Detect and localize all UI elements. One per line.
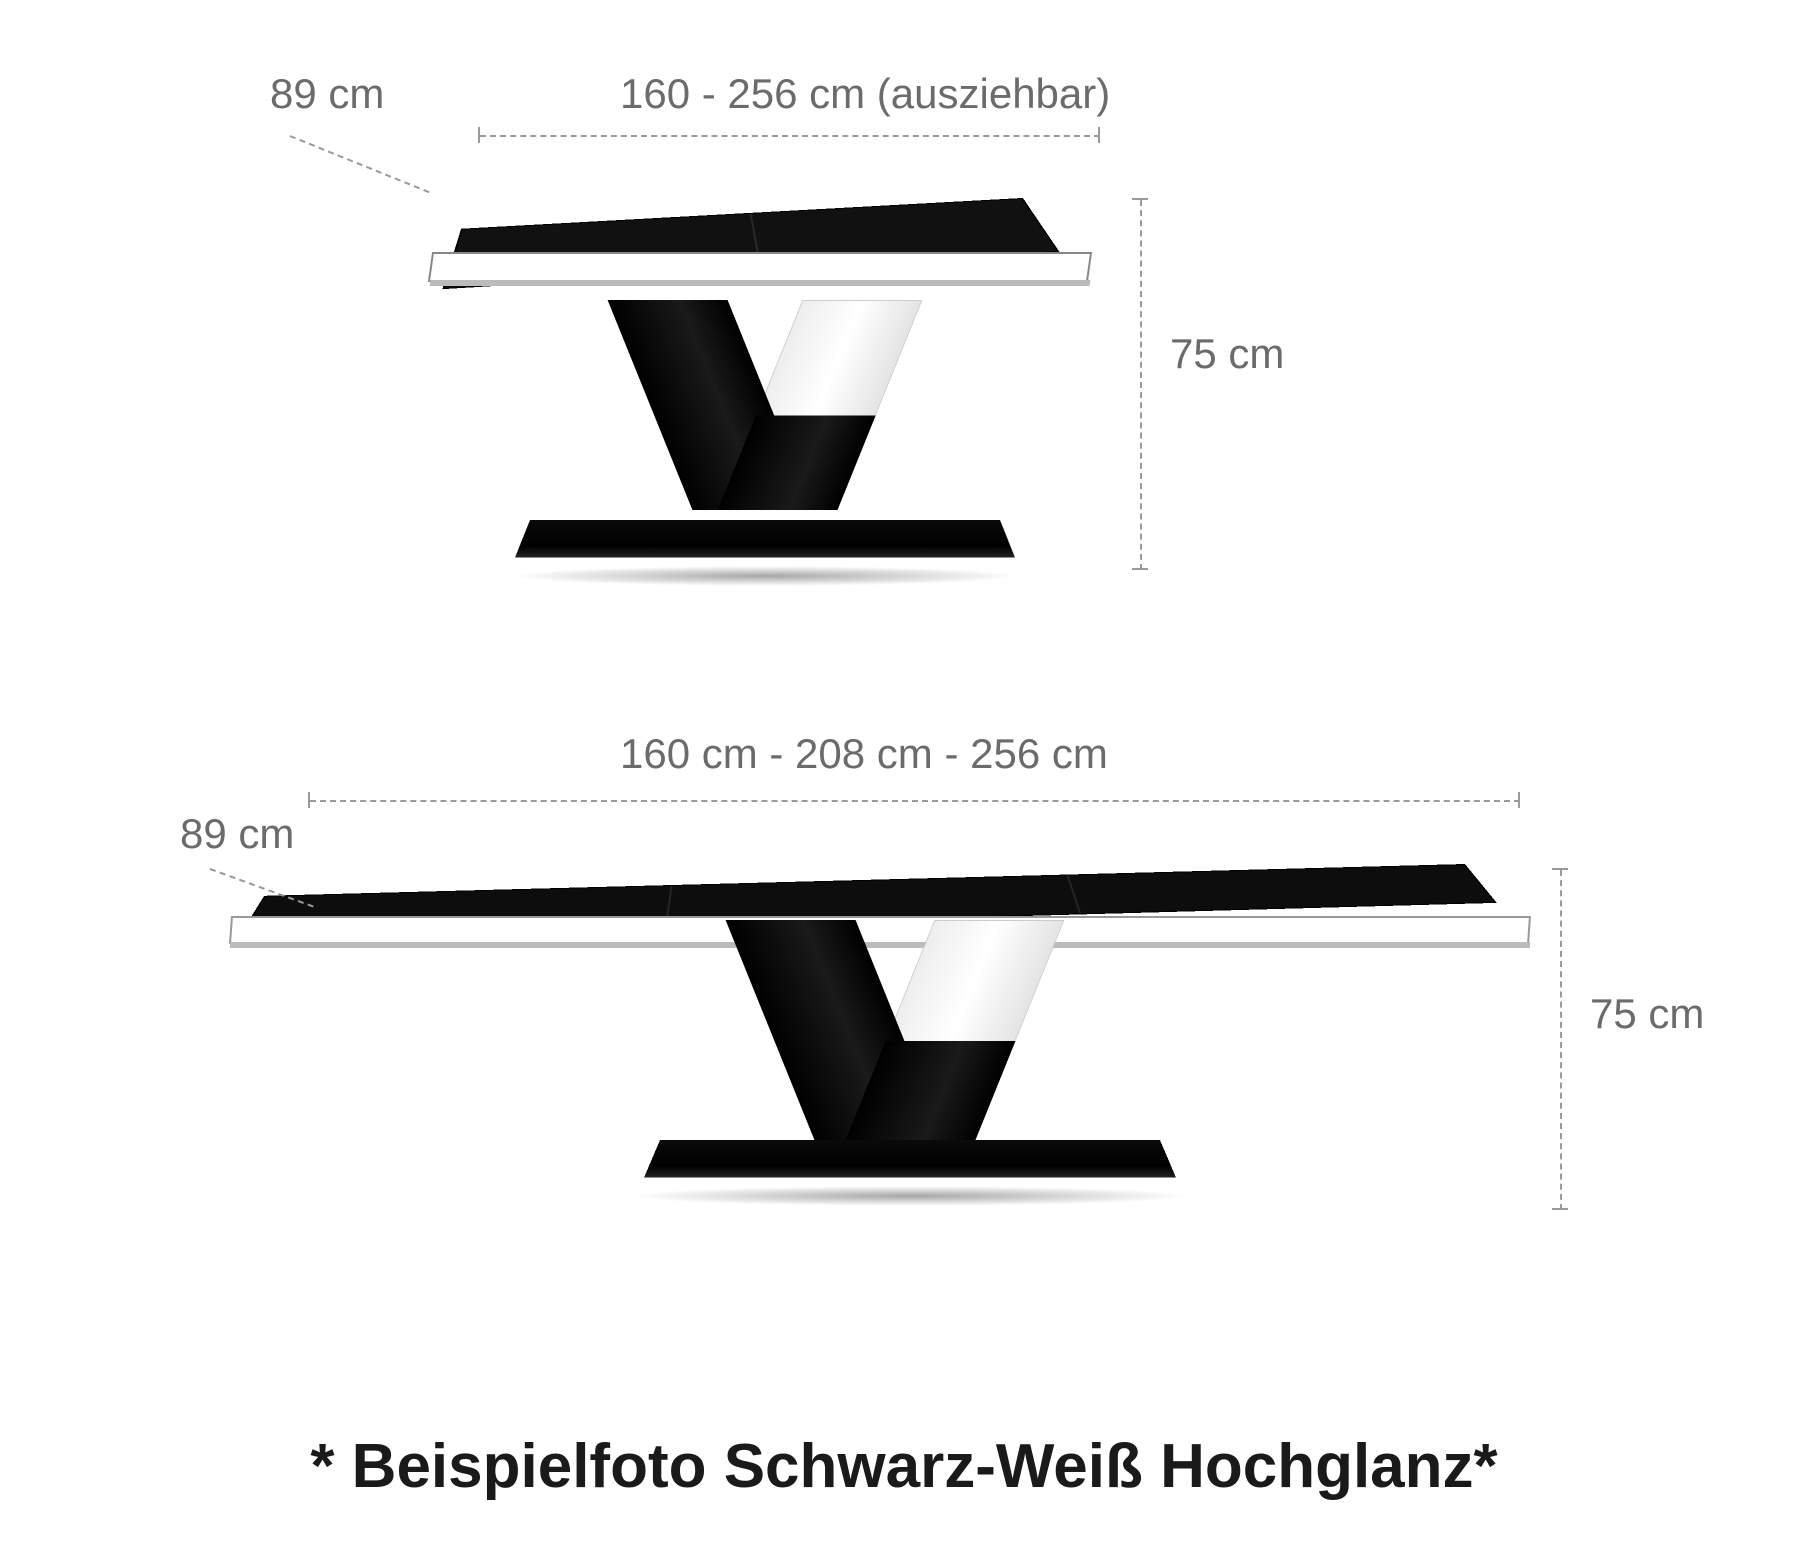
dim-line-height-bottom bbox=[1560, 870, 1562, 1210]
dim-height-top: 75 cm bbox=[1170, 330, 1284, 378]
dim-line-width-bottom bbox=[310, 800, 1520, 802]
dim-line-height-top bbox=[1140, 200, 1142, 570]
dim-tick bbox=[1552, 1208, 1568, 1210]
tabletop-rim-shadow bbox=[430, 280, 1091, 286]
pedestal-base-extended bbox=[644, 1140, 1176, 1178]
dim-tick bbox=[308, 792, 310, 808]
dim-height-bottom: 75 cm bbox=[1590, 990, 1704, 1038]
diagram-canvas: 89 cm 160 - 256 cm (ausziehbar) 75 cm 89… bbox=[0, 0, 1808, 1542]
dim-tick bbox=[1098, 127, 1100, 143]
dim-line-width-top bbox=[480, 135, 1100, 137]
table-view-extended bbox=[160, 760, 1620, 1240]
tabletop-rim bbox=[428, 252, 1092, 282]
table-view-compact bbox=[280, 120, 1200, 620]
dim-tick bbox=[1132, 568, 1148, 570]
dim-depth-bottom: 89 cm bbox=[180, 810, 294, 858]
tabletop-compact bbox=[450, 120, 1070, 280]
pedestal-shadow-extended bbox=[630, 1186, 1190, 1206]
dim-width-bottom: 160 cm - 208 cm - 256 cm bbox=[620, 730, 1108, 778]
dim-tick bbox=[1552, 868, 1568, 870]
pedestal-shadow-compact bbox=[510, 566, 1020, 586]
pedestal-extended bbox=[720, 900, 1080, 1180]
dim-depth-top: 89 cm bbox=[270, 70, 384, 118]
pedestal-base-compact bbox=[515, 520, 1015, 558]
dim-width-top: 160 - 256 cm (ausziehbar) bbox=[620, 70, 1110, 118]
dim-tick bbox=[1132, 198, 1148, 200]
footer-caption: * Beispielfoto Schwarz-Weiß Hochglanz* bbox=[0, 1431, 1808, 1502]
dim-tick bbox=[1518, 792, 1520, 808]
dim-tick bbox=[478, 127, 480, 143]
